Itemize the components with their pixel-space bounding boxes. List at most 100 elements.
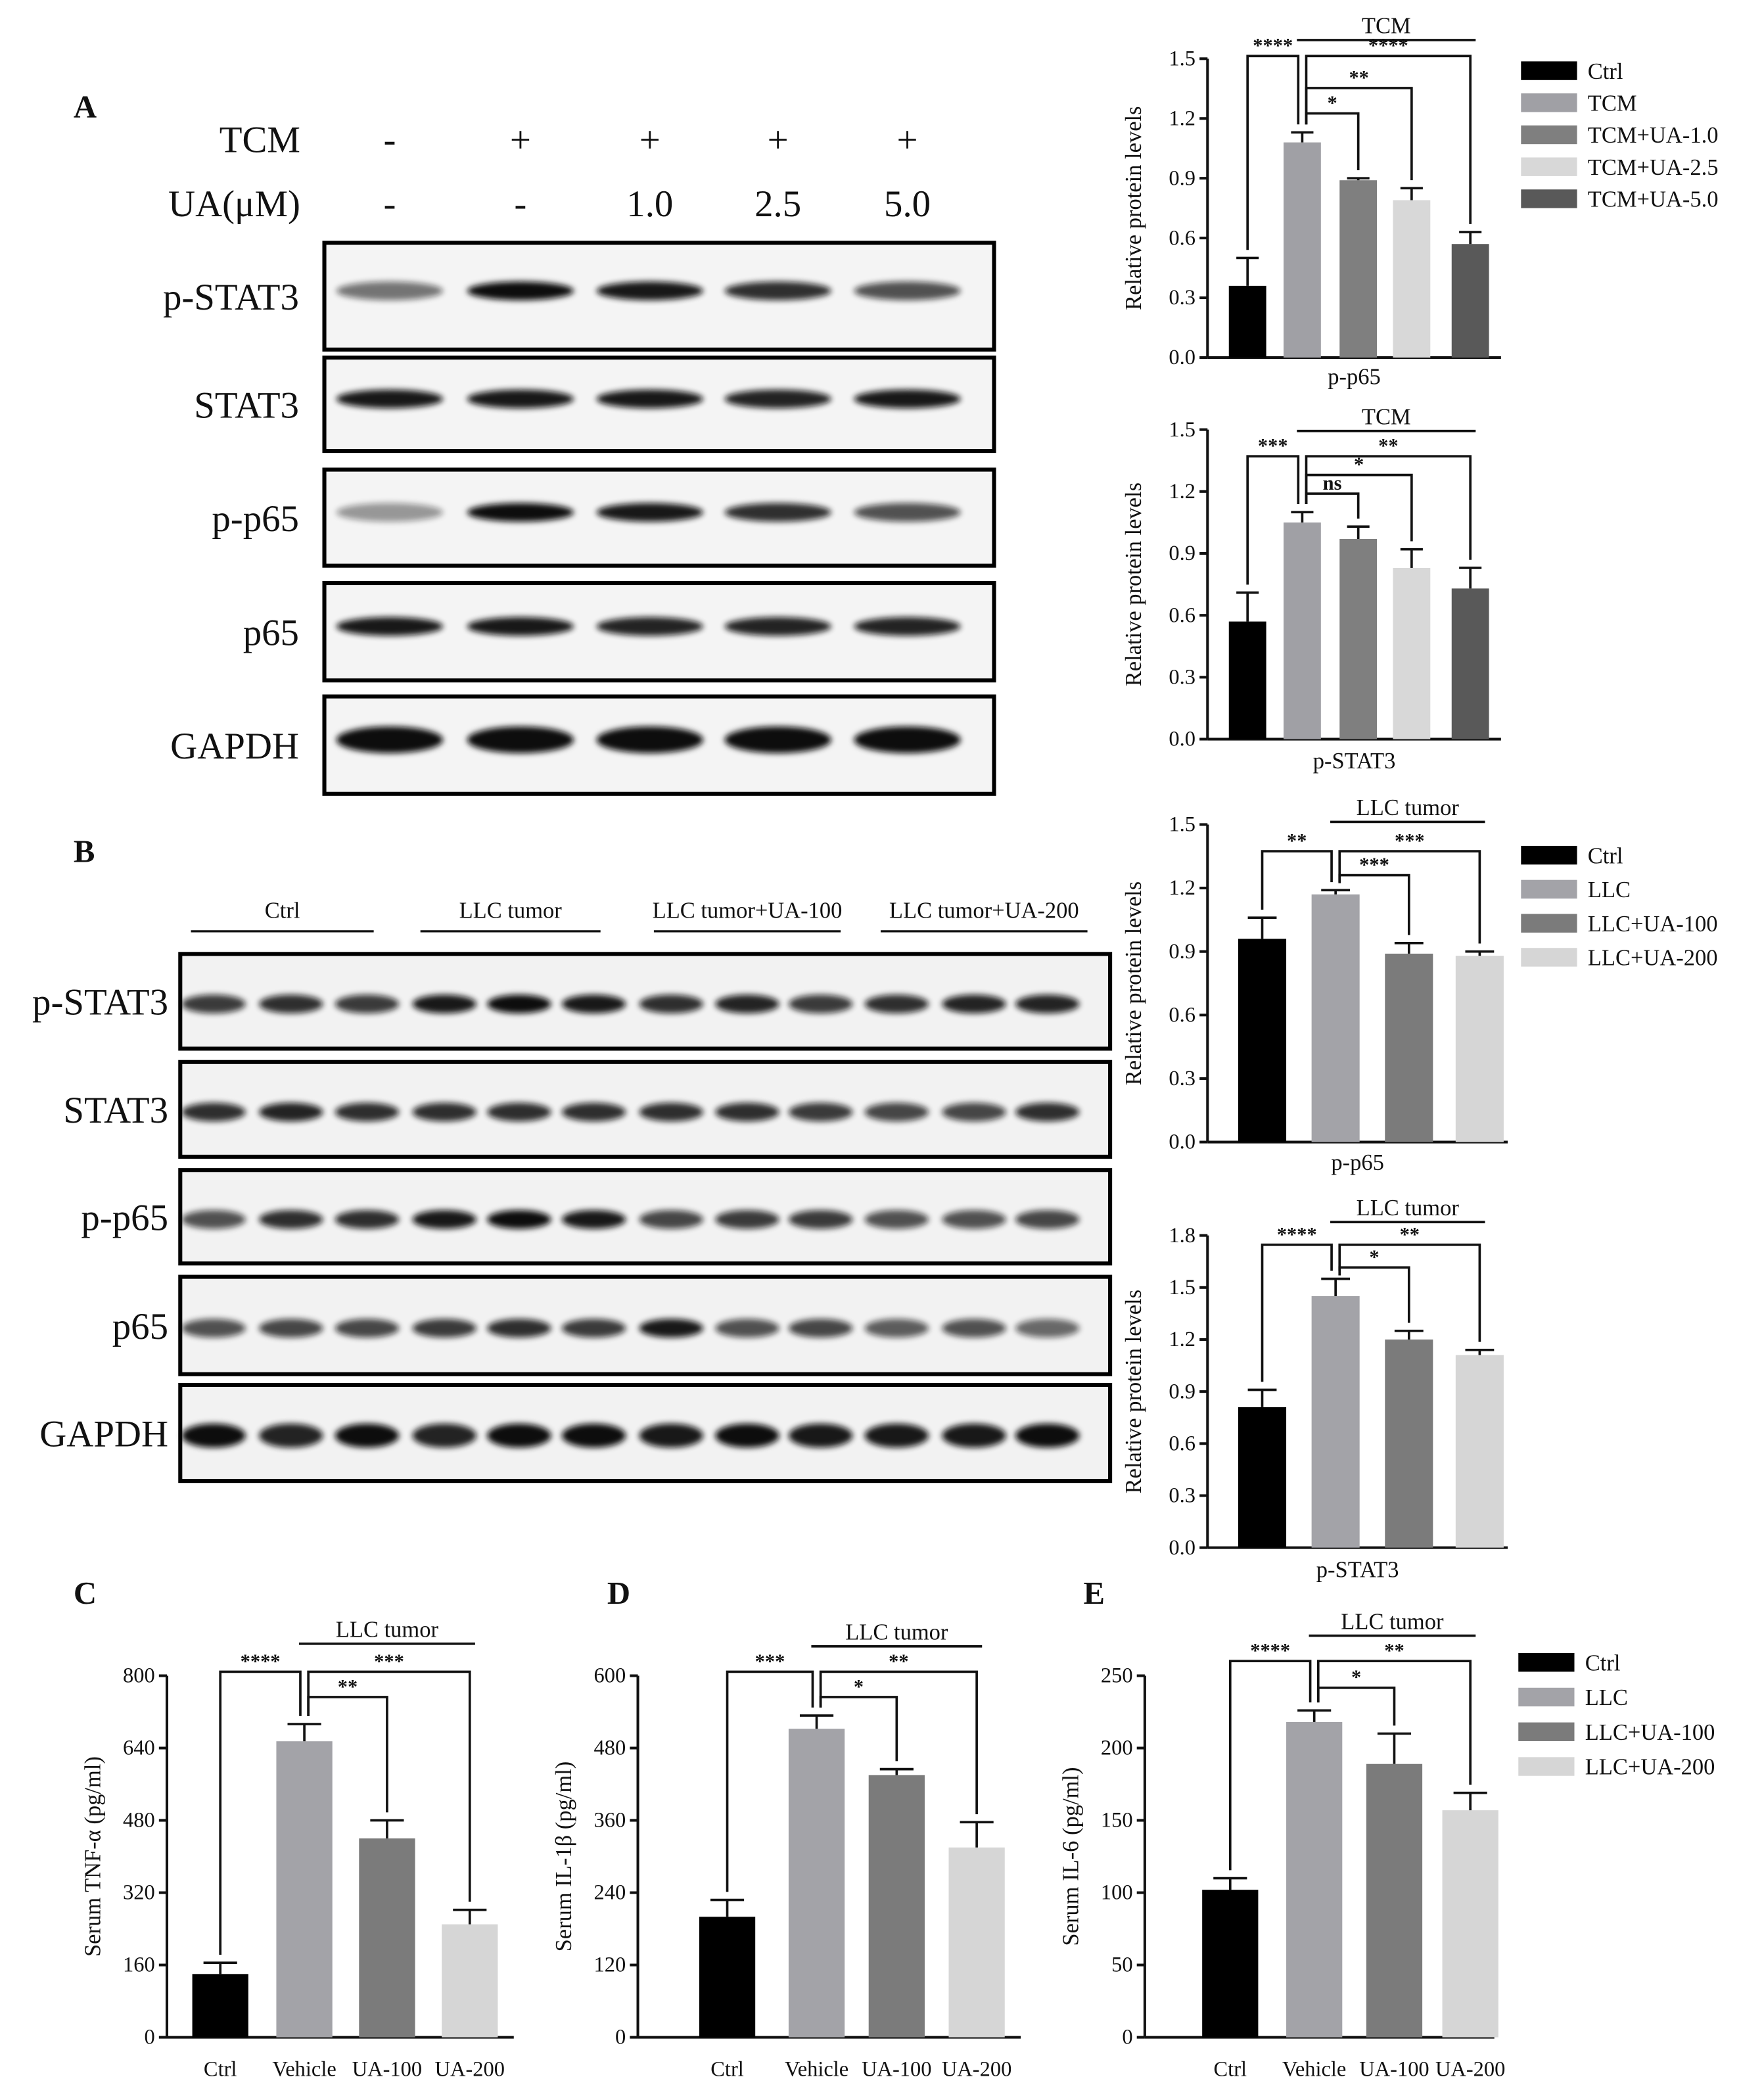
y-tick-label: 0.6 (1169, 226, 1195, 250)
bar (442, 1924, 498, 2038)
significance-label: ** (1400, 1223, 1420, 1246)
condition-value: - (384, 183, 396, 225)
blot-band (487, 1102, 551, 1122)
y-tick-label: 640 (123, 1737, 155, 1760)
blot-band (1015, 1318, 1080, 1338)
y-tick-label: 800 (123, 1664, 155, 1688)
blot-band (854, 281, 961, 300)
error-bar (1291, 131, 1314, 143)
significance-label: **** (1368, 34, 1408, 57)
y-axis-label: Relative protein levels (1121, 881, 1146, 1085)
y-axis-label: Serum IL-1β (pg/ml) (551, 1762, 576, 1952)
y-tick-label: 100 (1101, 1881, 1133, 1905)
panel-label: B (74, 833, 95, 869)
y-tick-label: 0 (1122, 2026, 1132, 2049)
y-tick-label: 1.8 (1169, 1224, 1195, 1248)
blot-band (715, 994, 779, 1014)
legend-label: TCM+UA-5.0 (1588, 187, 1719, 212)
blot-band (1015, 994, 1080, 1014)
error-bar (370, 1819, 404, 1839)
blot-band (336, 503, 444, 522)
legend-label: LLC+UA-200 (1588, 946, 1718, 971)
blot-band (335, 1423, 400, 1448)
blot-band (467, 503, 574, 522)
protein-label: p65 (243, 612, 299, 653)
panel-label: A (74, 89, 97, 125)
bar (1228, 285, 1266, 358)
error-bar (1347, 525, 1370, 540)
x-tick-label: UA-100 (1359, 2057, 1429, 2081)
blot-band (724, 281, 831, 300)
condition-label: TCM (220, 119, 300, 160)
significance-bracket (1305, 112, 1360, 171)
blot-band (715, 1102, 779, 1122)
legend-label: Ctrl (1588, 59, 1623, 84)
blot-band (487, 1318, 551, 1338)
error-bar (287, 1723, 321, 1742)
blot-band (561, 994, 626, 1014)
legend-swatch (1518, 1757, 1575, 1776)
blot-band (259, 994, 323, 1014)
significance-bracket (1305, 473, 1413, 542)
legend-label: Ctrl (1588, 843, 1623, 868)
blot-band (788, 1102, 853, 1122)
legend-swatch (1521, 189, 1577, 208)
x-tick-label: Vehicle (785, 2057, 848, 2081)
bar (1385, 953, 1433, 1142)
bar (1339, 539, 1378, 739)
bar (1339, 180, 1378, 358)
significance-label: ** (889, 1650, 908, 1672)
blot-band (788, 1423, 853, 1448)
condition-value: + (897, 119, 918, 160)
error-bar (879, 1767, 914, 1775)
significance-label: *** (1258, 434, 1288, 457)
significance-label: * (854, 1675, 864, 1698)
x-tick-label: Ctrl (1214, 2057, 1247, 2081)
significance-label: ** (1287, 829, 1307, 852)
legend-swatch (1521, 879, 1577, 899)
bar (1283, 522, 1321, 739)
legend-swatch (1521, 93, 1577, 112)
blot-band (639, 1102, 703, 1122)
error-bar (1394, 1329, 1424, 1340)
y-tick-label: 0.6 (1169, 1432, 1195, 1455)
significance-bracket (1246, 55, 1300, 250)
legend-swatch (1518, 1722, 1575, 1741)
y-tick-label: 0.6 (1169, 603, 1195, 627)
blot-band (864, 994, 929, 1014)
blot-band (724, 726, 831, 753)
significance-label: **** (1250, 1639, 1290, 1662)
y-tick-label: 480 (594, 1737, 626, 1760)
group-label: LLC tumor+UA-200 (889, 898, 1079, 923)
error-bar (960, 1821, 994, 1848)
blot-band (942, 994, 1006, 1014)
error-bar (1465, 950, 1495, 956)
bar (1366, 1763, 1423, 2038)
y-tick-label: 1.5 (1169, 1276, 1195, 1299)
group-label: TCM (1362, 14, 1411, 39)
error-bar (1247, 916, 1277, 939)
significance-bracket (219, 1670, 302, 1955)
blot-band (596, 281, 703, 300)
significance-bracket (307, 1696, 388, 1813)
y-tick-label: 0.9 (1169, 166, 1195, 190)
condition-value: + (639, 119, 661, 160)
significance-label: **** (241, 1650, 281, 1672)
bar (1393, 200, 1431, 358)
blot-band (942, 1210, 1006, 1229)
significance-label: * (1369, 1246, 1379, 1268)
y-axis-label: Relative protein levels (1121, 1290, 1146, 1493)
x-axis-label: p-p65 (1331, 1150, 1384, 1175)
bar (1228, 621, 1266, 739)
y-tick-label: 120 (594, 1953, 626, 1977)
y-tick-label: 0.3 (1169, 286, 1195, 310)
y-axis-label: Serum TNF-α (pg/ml) (81, 1756, 106, 1957)
y-tick-label: 0 (144, 2026, 154, 2049)
significance-label: *** (374, 1650, 404, 1672)
y-tick-label: 480 (123, 1809, 155, 1832)
x-axis-label: p-p65 (1328, 365, 1381, 390)
legend-swatch (1521, 845, 1577, 865)
significance-bracket (1261, 1244, 1333, 1382)
legend-swatch (1521, 125, 1577, 145)
protein-label: p-p65 (81, 1198, 168, 1239)
